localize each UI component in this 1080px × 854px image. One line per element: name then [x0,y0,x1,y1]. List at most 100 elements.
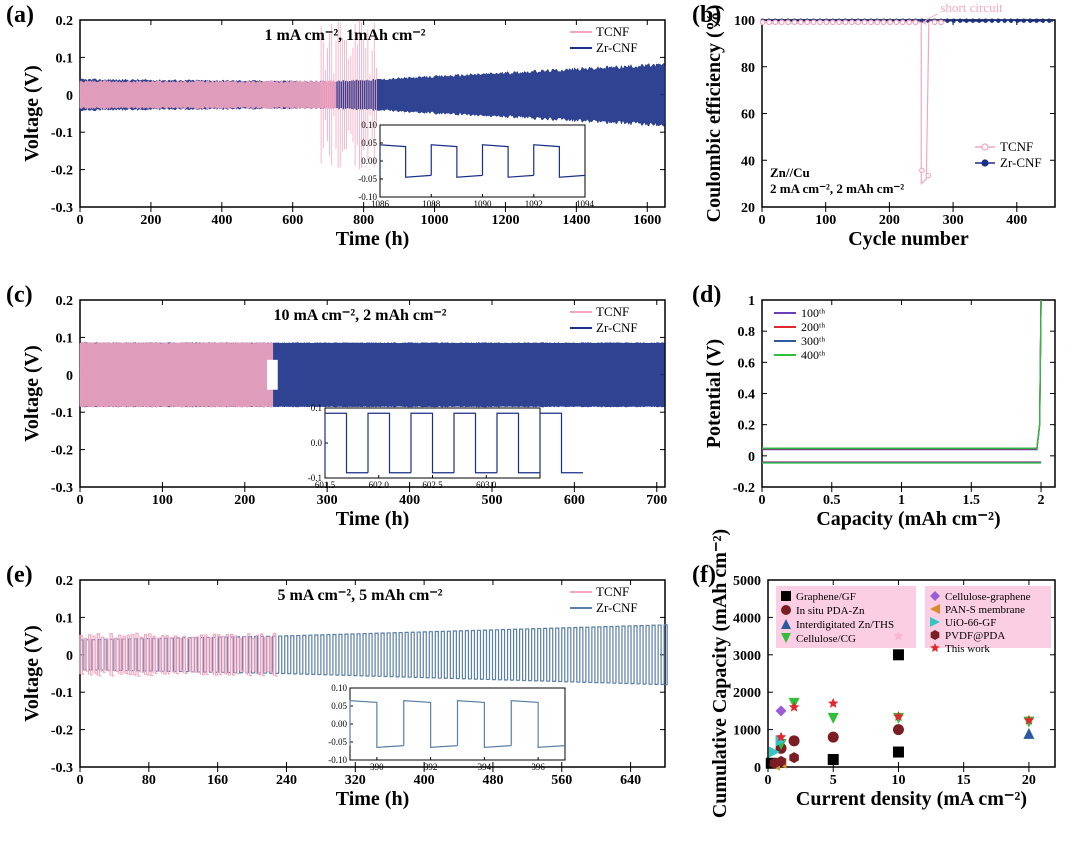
svg-text:3000: 3000 [733,649,761,664]
svg-text:Zr-CNF: Zr-CNF [596,40,638,55]
svg-text:Cycle number: Cycle number [848,228,969,250]
svg-text:80: 80 [142,773,156,788]
svg-text:600: 600 [564,493,585,508]
svg-text:-0.05: -0.05 [358,174,377,184]
svg-text:0.05: 0.05 [331,701,347,711]
svg-text:20: 20 [741,201,755,216]
svg-text:-0.3: -0.3 [51,201,73,216]
svg-text:0.10: 0.10 [361,120,377,130]
svg-text:100: 100 [734,14,755,29]
svg-text:0.2: 0.2 [56,294,74,309]
svg-text:100: 100 [152,493,173,508]
svg-text:0: 0 [759,493,766,508]
svg-text:1: 1 [898,493,905,508]
svg-text:Cellulose/CG: Cellulose/CG [796,633,856,645]
figure-root: (a) (b) (c) (d) (e) (f) 0200400600800100… [0,0,1080,849]
svg-text:In situ PDA-Zn: In situ PDA-Zn [796,605,865,617]
svg-text:0: 0 [765,773,772,788]
svg-text:200: 200 [234,493,255,508]
svg-text:1400: 1400 [562,213,590,228]
panel-b: 010020030040020406080100Cycle numberCoul… [703,0,1055,250]
svg-text:-0.05: -0.05 [328,737,347,747]
svg-text:200: 200 [879,213,900,228]
svg-text:0: 0 [759,213,766,228]
svg-text:PVDF@PDA: PVDF@PDA [945,630,1005,642]
svg-text:320: 320 [345,773,366,788]
svg-text:200: 200 [140,213,161,228]
svg-text:-0.1: -0.1 [51,686,73,701]
svg-text:0.2: 0.2 [738,419,756,434]
svg-text:800: 800 [353,213,374,228]
svg-text:20: 20 [1022,773,1036,788]
label-f: (f) [692,562,716,589]
svg-text:Voltage (V): Voltage (V) [21,625,43,721]
svg-text:5 mA cm⁻², 5 mAh cm⁻²: 5 mA cm⁻², 5 mAh cm⁻² [277,587,442,604]
svg-text:40: 40 [741,154,755,169]
svg-text:-0.2: -0.2 [51,724,73,739]
svg-text:-0.2: -0.2 [51,164,73,179]
svg-text:160: 160 [207,773,228,788]
svg-text:TCNF: TCNF [596,584,629,599]
svg-text:0.00: 0.00 [361,156,377,166]
svg-text:390: 390 [370,762,384,772]
svg-text:0.00: 0.00 [331,719,347,729]
svg-text:-0.3: -0.3 [51,481,73,496]
svg-text:80: 80 [741,61,755,76]
svg-text:-0.2: -0.2 [733,481,755,496]
svg-text:400: 400 [1006,213,1027,228]
svg-text:0.2: 0.2 [56,14,74,29]
svg-text:396: 396 [531,762,545,772]
svg-text:5000: 5000 [733,574,761,589]
label-d: (d) [692,282,721,309]
svg-text:0: 0 [754,761,761,776]
svg-text:Zr-CNF: Zr-CNF [1000,155,1042,170]
svg-text:PAN-S membrane: PAN-S membrane [945,604,1025,616]
svg-text:TCNF: TCNF [596,304,629,319]
svg-text:400: 400 [414,773,435,788]
svg-text:0.1: 0.1 [56,331,74,346]
svg-text:240: 240 [276,773,297,788]
svg-text:0: 0 [66,89,73,104]
svg-text:0.05: 0.05 [361,138,377,148]
panel-e: 080160240320400480560640-0.3-0.2-0.100.1… [21,574,667,810]
svg-text:2: 2 [1038,493,1045,508]
svg-text:1000: 1000 [733,724,761,739]
svg-text:1092: 1092 [525,199,543,209]
svg-text:0.4: 0.4 [738,388,756,403]
svg-text:0.1: 0.1 [56,51,74,66]
svg-text:15: 15 [957,773,971,788]
svg-text:1.5: 1.5 [963,493,981,508]
svg-text:short circuit: short circuit [940,0,1003,15]
svg-text:0: 0 [66,369,73,384]
svg-text:10: 10 [891,773,905,788]
svg-text:0.10: 0.10 [331,683,347,693]
svg-text:4000: 4000 [733,611,761,626]
panel-f: 05101520010002000300040005000Current den… [709,529,1055,818]
svg-text:300ᵗʰ: 300ᵗʰ [801,334,825,348]
svg-text:300: 300 [317,493,338,508]
svg-text:300: 300 [943,213,964,228]
label-c: (c) [6,282,33,309]
svg-text:100: 100 [815,213,836,228]
svg-text:1090: 1090 [474,199,493,209]
svg-text:560: 560 [551,773,572,788]
svg-text:400: 400 [399,493,420,508]
svg-text:0.1: 0.1 [56,611,74,626]
label-a: (a) [6,2,34,29]
svg-text:602.0: 602.0 [369,480,390,490]
svg-text:0.0: 0.0 [311,438,323,448]
svg-text:1: 1 [748,294,755,309]
svg-text:602.5: 602.5 [422,480,443,490]
svg-text:Interdigitated Zn/THS: Interdigitated Zn/THS [796,619,894,631]
svg-text:0: 0 [77,493,84,508]
svg-text:394: 394 [478,762,492,772]
panel-d: 00.511.52-0.200.20.40.60.81Capacity (mAh… [703,294,1055,530]
svg-text:This work: This work [945,643,990,655]
svg-text:TCNF: TCNF [1000,139,1033,154]
svg-text:10 mA cm⁻², 2 mAh cm⁻²: 10 mA cm⁻², 2 mAh cm⁻² [273,307,446,324]
svg-text:Voltage (V): Voltage (V) [21,65,43,161]
label-e: (e) [6,562,33,589]
svg-text:-0.1: -0.1 [51,406,73,421]
svg-text:Potential (V): Potential (V) [703,339,725,448]
panel-c: 0100200300400500600700-0.3-0.2-0.100.10.… [21,294,667,530]
